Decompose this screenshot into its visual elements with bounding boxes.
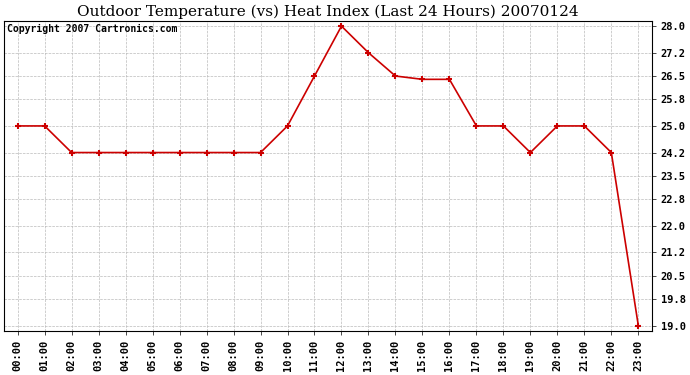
Text: Copyright 2007 Cartronics.com: Copyright 2007 Cartronics.com [8,24,178,34]
Title: Outdoor Temperature (vs) Heat Index (Last 24 Hours) 20070124: Outdoor Temperature (vs) Heat Index (Las… [77,4,579,18]
